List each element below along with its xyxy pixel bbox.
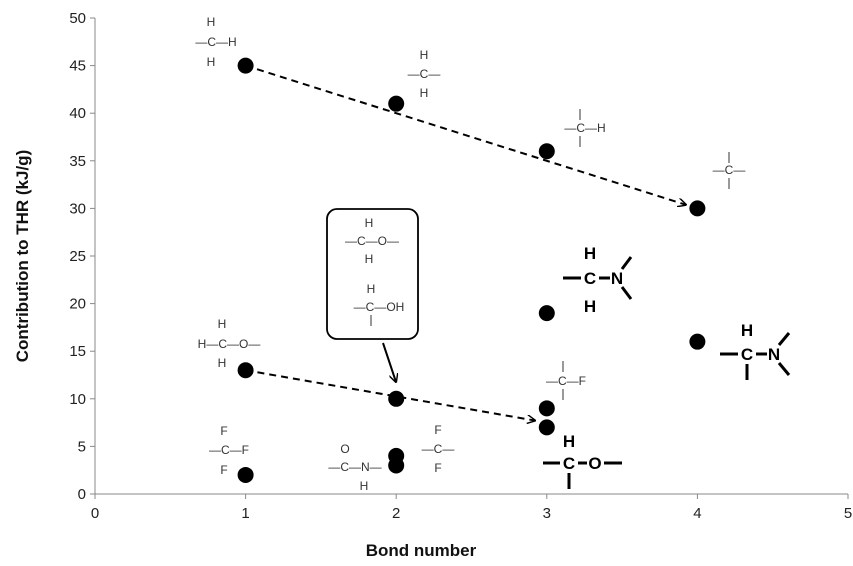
och3-bottom: H <box>218 356 227 370</box>
y-tick-label: 35 <box>69 153 86 170</box>
axes <box>94 18 848 495</box>
och3-top: H <box>218 317 227 331</box>
cho-center: C <box>563 454 575 473</box>
x-axis-title: Bond number <box>366 541 477 560</box>
data-points <box>237 57 706 483</box>
callout-frame <box>326 208 419 340</box>
box-choh-middle: —C—OH <box>354 300 405 314</box>
y-tick-label: 25 <box>69 248 86 265</box>
trend-arrow <box>256 68 686 205</box>
ch2-middle: —C— <box>408 67 441 81</box>
data-point <box>388 390 405 407</box>
y-tick-label: 45 <box>69 58 86 75</box>
data-point <box>689 200 706 217</box>
cf2-top: F <box>434 423 441 437</box>
box-ch2o-top: H <box>365 216 374 230</box>
chn-center: C <box>741 345 753 364</box>
cf3-bottom: F <box>220 463 227 477</box>
ch2-top: H <box>420 48 429 62</box>
y-tick-label: 0 <box>78 486 86 503</box>
data-point <box>388 457 405 474</box>
cho-o: O <box>588 454 601 473</box>
y-tick-label: 30 <box>69 200 86 217</box>
chn-n: N <box>768 345 780 364</box>
box-choh-top: H <box>367 282 376 296</box>
ch2n-n: N <box>611 269 623 288</box>
trend-arrows <box>256 68 686 420</box>
callout-box: H —C—O— H H —C—OH <box>326 208 419 382</box>
callout-arrow <box>382 342 396 382</box>
ch2-bottom: H <box>420 86 429 100</box>
chemical-groups: H —C—H H H —C— H —C—H —C— H H—C—O— H F —… <box>195 15 791 493</box>
data-point <box>538 400 555 417</box>
x-tick-label: 5 <box>844 505 852 522</box>
y-tick-label: 50 <box>69 10 86 27</box>
data-point <box>388 95 405 112</box>
y-ticks: 0 5 10 15 20 25 30 35 40 45 50 <box>69 10 95 503</box>
y-tick-label: 40 <box>69 105 86 122</box>
data-point <box>237 57 254 74</box>
cho-group: H C O <box>543 432 622 489</box>
data-point <box>538 419 555 436</box>
cf2-middle: —C— <box>422 442 455 456</box>
chf-middle: —C—F <box>546 374 586 388</box>
x-tick-label: 4 <box>693 505 701 522</box>
chn-n-upper-bond <box>777 332 791 346</box>
y-tick-label: 20 <box>69 296 86 313</box>
ch-middle: —C—H <box>564 121 605 135</box>
cf2-bottom: F <box>434 461 441 475</box>
y-tick-label: 10 <box>69 391 86 408</box>
cf3-middle: —C—F <box>209 443 249 457</box>
y-tick-label: 5 <box>78 438 86 455</box>
chn-top: H <box>741 321 753 340</box>
ch2n-group: H C N H <box>563 244 633 316</box>
c-middle: —C— <box>713 163 746 177</box>
x-ticks: 0 1 2 3 4 5 <box>91 494 852 522</box>
ch3-middle: —C—H <box>195 35 236 49</box>
data-point <box>237 362 254 379</box>
amide-top: O <box>340 442 349 456</box>
x-tick-label: 1 <box>241 505 249 522</box>
y-tick-label: 15 <box>69 343 86 360</box>
cho-top: H <box>563 432 575 451</box>
box-ch2o-bottom: H <box>365 252 374 266</box>
data-point <box>538 143 555 160</box>
amide-bottom: H <box>360 479 369 493</box>
ch3-top: H <box>207 15 216 29</box>
trend-arrow <box>257 371 535 420</box>
x-tick-label: 3 <box>543 505 551 522</box>
amide-middle: —C—N— <box>328 460 381 474</box>
box-ch2o-middle: —C—O— <box>345 234 399 248</box>
y-axis-title: Contribution to THR (kJ/g) <box>13 150 32 362</box>
data-point <box>538 305 555 322</box>
ch2n-n-upper-bond <box>620 256 633 270</box>
ch2n-bottom: H <box>584 297 596 316</box>
och3-middle: H—C—O— <box>198 337 261 351</box>
chn-group: H C N <box>720 321 791 380</box>
data-point <box>689 333 706 350</box>
chn-n-lower-bond <box>777 362 791 376</box>
x-tick-label: 0 <box>91 505 99 522</box>
ch3-bottom: H <box>207 55 216 69</box>
ch2n-top: H <box>584 244 596 263</box>
ch2n-n-lower-bond <box>620 286 633 300</box>
data-point <box>237 466 254 483</box>
cf3-top: F <box>220 424 227 438</box>
ch2n-center: C <box>584 269 596 288</box>
x-tick-label: 2 <box>392 505 400 522</box>
